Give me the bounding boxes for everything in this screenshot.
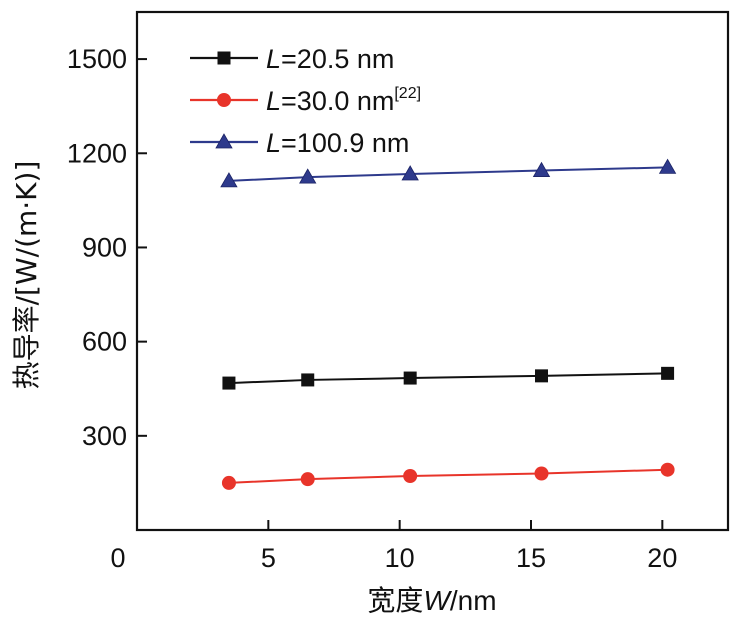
data-point	[401, 165, 419, 181]
series-circle	[221, 462, 675, 490]
data-point	[658, 158, 677, 174]
y-tick-label: 1200	[67, 138, 127, 168]
legend-entry: L=20.5 nm	[190, 44, 394, 74]
data-point	[660, 462, 675, 477]
data-point	[534, 466, 549, 481]
legend-entry: L=30.0 nm[22]	[190, 85, 421, 116]
series-line	[228, 372, 668, 385]
data-point	[221, 475, 236, 490]
x-tick-label: 10	[385, 543, 415, 573]
legend-label: L=30.0 nm[22]	[266, 85, 421, 116]
legend-marker	[217, 51, 231, 65]
series-triangle	[220, 158, 677, 188]
legend-marker	[215, 133, 233, 149]
legend-marker	[217, 93, 231, 107]
data-point	[301, 373, 315, 387]
data-point	[532, 161, 551, 177]
data-point	[403, 469, 418, 484]
x-axis-label-suffix: /nm	[450, 585, 497, 616]
y-tick-label: 600	[82, 327, 127, 357]
legend-label: L=20.5 nm	[266, 44, 394, 74]
x-tick-label: 5	[261, 543, 276, 573]
x-axis-label-prefix: 宽度	[367, 584, 423, 617]
series-square	[222, 366, 675, 390]
legend-entry: L=100.9 nm	[190, 128, 409, 158]
data-point	[300, 472, 315, 487]
y-tick-label: 900	[82, 232, 127, 262]
x-tick-label: 20	[647, 543, 677, 573]
series-line	[228, 468, 668, 484]
plot-frame	[135, 10, 730, 532]
data-point	[222, 376, 236, 390]
x-tick-label: 15	[516, 543, 546, 573]
y-tick-label: 1500	[67, 44, 127, 74]
x-tick-label: 0	[110, 543, 125, 573]
data-point	[661, 366, 675, 380]
x-axis-label-var: W	[423, 585, 452, 616]
y-tick-label: 300	[82, 421, 127, 451]
x-axis-label: 宽度W/nm	[367, 584, 496, 617]
y-axis-label: 热导率/[W/(m·K)]	[10, 161, 43, 390]
data-point	[535, 369, 549, 383]
legend-label: L=100.9 nm	[266, 128, 409, 158]
data-point	[220, 172, 238, 188]
data-point	[299, 168, 317, 184]
series-line	[228, 166, 668, 182]
data-point	[403, 371, 417, 385]
